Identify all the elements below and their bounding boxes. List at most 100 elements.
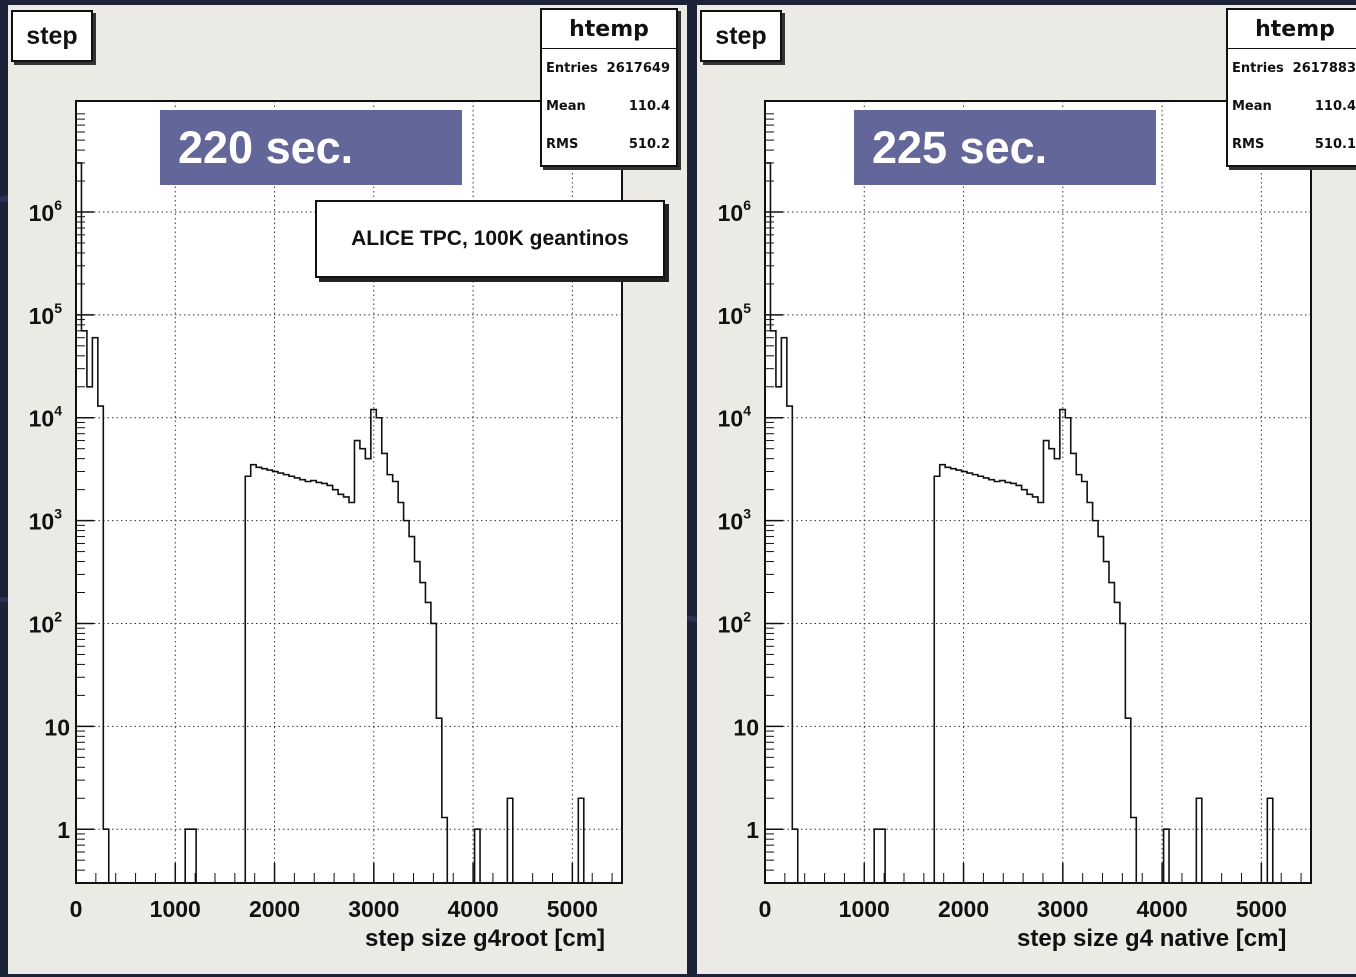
histogram-bin — [781, 338, 786, 883]
stats-entries-label: Entries — [546, 60, 598, 76]
histogram-bin — [349, 502, 354, 883]
histogram-bin — [404, 521, 409, 883]
x-tick-label: 5000 — [1236, 896, 1287, 922]
histogram-bin — [442, 817, 447, 883]
histogram-bin — [81, 331, 86, 883]
histogram-bin — [294, 478, 299, 883]
x-axis-label: step size g4 native [cm] — [1017, 925, 1287, 952]
histogram-bin — [1109, 583, 1114, 883]
histogram-bin — [1114, 602, 1119, 883]
histogram-bin — [283, 475, 288, 883]
x-tick-label: 4000 — [448, 896, 499, 922]
histogram-bin — [945, 467, 950, 883]
y-tick-label: 1 — [746, 817, 759, 843]
x-tick-label: 1000 — [150, 896, 201, 922]
histogram-bin — [76, 163, 81, 883]
x-tick-label: 2000 — [938, 896, 989, 922]
histogram-bin — [92, 338, 97, 883]
histogram-bin — [962, 472, 967, 883]
histogram-bin — [398, 502, 403, 883]
histogram-bin — [787, 406, 792, 883]
stats-box: htemp Entries 2617649 Mean 110.4 RMS 510… — [540, 8, 678, 167]
histogram-bin — [792, 829, 797, 883]
histogram-bin — [1071, 453, 1076, 883]
histogram-bin — [1000, 481, 1005, 883]
histogram-bin — [191, 829, 196, 883]
histogram-outline — [764, 162, 1274, 883]
histogram-bin — [333, 490, 338, 883]
histogram-bin — [880, 829, 885, 883]
y-tick-label: 1 — [57, 817, 70, 843]
y-tick-label: 104 — [718, 403, 752, 432]
histogram-bin — [278, 473, 283, 883]
histogram-bin — [1065, 418, 1070, 883]
histogram-bin — [338, 494, 343, 883]
x-tick-label: 4000 — [1137, 896, 1188, 922]
y-tick-label: 10 — [44, 714, 70, 740]
histogram-bin — [983, 478, 988, 883]
histogram-bin — [409, 537, 414, 883]
histogram-bin — [387, 475, 392, 883]
x-tick-label: 2000 — [249, 896, 300, 922]
stats-rms-value: 510.2 — [628, 136, 670, 152]
x-tick-label: 3000 — [348, 896, 399, 922]
histogram-bin — [185, 829, 190, 883]
x-tick-label: 3000 — [1037, 896, 1088, 922]
histogram-bin — [874, 829, 879, 883]
histogram-bin — [1005, 482, 1010, 883]
histogram-bin — [431, 623, 436, 883]
stats-name: htemp — [542, 10, 676, 49]
histogram-bin — [507, 798, 512, 883]
time-banner: 225 sec. — [854, 110, 1156, 185]
histogram-bin — [300, 480, 305, 883]
y-tick-label: 104 — [29, 403, 63, 432]
histogram-bin — [273, 472, 278, 883]
plot-frame — [764, 100, 1312, 884]
histogram-bin — [1164, 829, 1169, 883]
histogram-bin — [1016, 485, 1021, 883]
x-tick-label: 0 — [70, 896, 83, 922]
stats-mean-label: Mean — [1232, 98, 1272, 114]
x-tick-label: 5000 — [547, 896, 598, 922]
y-tick-label: 102 — [718, 608, 752, 637]
histogram-bin — [940, 465, 945, 883]
stats-mean-label: Mean — [546, 98, 586, 114]
histogram-bin — [1027, 494, 1032, 883]
stats-entries-value: 2617649 — [606, 60, 670, 76]
histogram-bin — [87, 387, 92, 883]
histogram-outline — [75, 162, 585, 883]
histogram-bin — [1043, 441, 1048, 883]
y-tick-label: 10 — [733, 714, 759, 740]
stats-rms-label: RMS — [546, 136, 579, 152]
histogram-bin — [382, 453, 387, 883]
histogram-bin — [305, 482, 310, 883]
stats-entries-value: 2617883 — [1292, 60, 1356, 76]
histogram-bin — [1033, 497, 1038, 883]
histogram-bin — [365, 459, 370, 883]
histogram-bin — [934, 476, 939, 883]
histogram-bin — [251, 465, 256, 883]
histogram-bin — [1104, 562, 1109, 883]
y-tick-label: 106 — [718, 197, 752, 226]
histogram-bin — [311, 481, 316, 883]
histogram-bin — [1131, 817, 1136, 883]
histogram-bin — [1060, 410, 1065, 883]
stats-rms-value: 510.1 — [1314, 136, 1356, 152]
histogram-bin — [327, 485, 332, 883]
stats-box: htemp Entries 2617883 Mean 110.4 RMS 510… — [1226, 8, 1356, 167]
histogram-bin — [289, 476, 294, 883]
histogram-bin — [371, 410, 376, 883]
histogram-panel-right: 0 1000 2000 3000 4000 5000 1 10 102 103 104 105 106 … — [697, 5, 1356, 974]
histogram-bin — [578, 798, 583, 883]
histogram-bin — [103, 829, 108, 883]
histogram-bin — [994, 482, 999, 883]
histogram-bin — [1087, 502, 1092, 883]
stats-mean-row: Mean 110.4 — [1228, 87, 1356, 125]
histogram-bin — [267, 470, 272, 883]
histogram-bin — [1125, 718, 1130, 883]
histogram-bin — [262, 469, 267, 883]
y-tick-label: 105 — [29, 300, 63, 329]
stats-entries-row: Entries 2617883 — [1228, 49, 1356, 87]
histogram-bin — [415, 562, 420, 883]
y-tick-label: 102 — [29, 608, 63, 637]
